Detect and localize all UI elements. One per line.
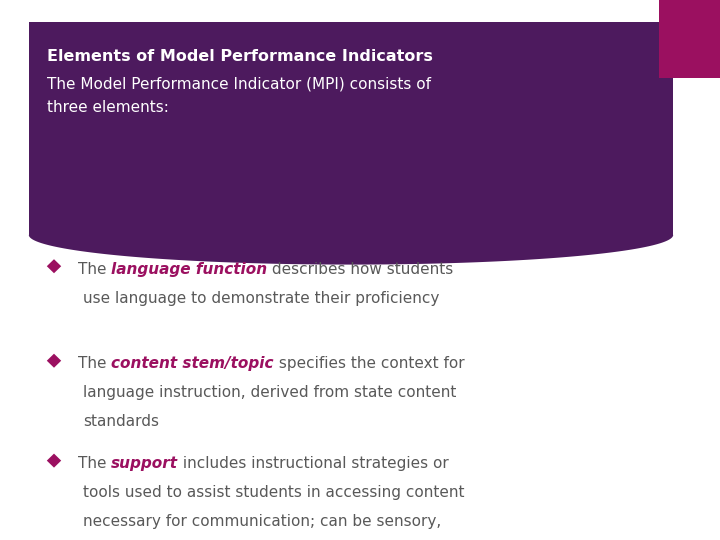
Polygon shape bbox=[47, 259, 61, 273]
Bar bbox=[659, 0, 720, 78]
Text: The: The bbox=[78, 262, 111, 277]
Polygon shape bbox=[47, 454, 61, 468]
Text: includes instructional strategies or: includes instructional strategies or bbox=[178, 456, 449, 471]
Text: The: The bbox=[78, 456, 111, 471]
Text: content stem/topic: content stem/topic bbox=[111, 356, 274, 372]
Polygon shape bbox=[47, 354, 61, 368]
Text: support: support bbox=[111, 456, 178, 471]
Text: standards: standards bbox=[83, 414, 159, 429]
Text: specifies the context for: specifies the context for bbox=[274, 356, 464, 372]
Text: three elements:: three elements: bbox=[47, 100, 168, 116]
Text: describes how students: describes how students bbox=[267, 262, 454, 277]
Text: language instruction, derived from state content: language instruction, derived from state… bbox=[83, 385, 456, 400]
Bar bbox=[29, 22, 673, 235]
Text: Elements of Model Performance Indicators: Elements of Model Performance Indicators bbox=[47, 49, 433, 64]
Text: tools used to assist students in accessing content: tools used to assist students in accessi… bbox=[83, 485, 464, 500]
Text: use language to demonstrate their proficiency: use language to demonstrate their profic… bbox=[83, 291, 439, 306]
Text: The Model Performance Indicator (MPI) consists of: The Model Performance Indicator (MPI) co… bbox=[47, 76, 431, 91]
Polygon shape bbox=[29, 235, 673, 265]
Text: necessary for communication; can be sensory,: necessary for communication; can be sens… bbox=[83, 514, 441, 529]
Text: The: The bbox=[78, 356, 111, 372]
Text: language function: language function bbox=[111, 262, 267, 277]
